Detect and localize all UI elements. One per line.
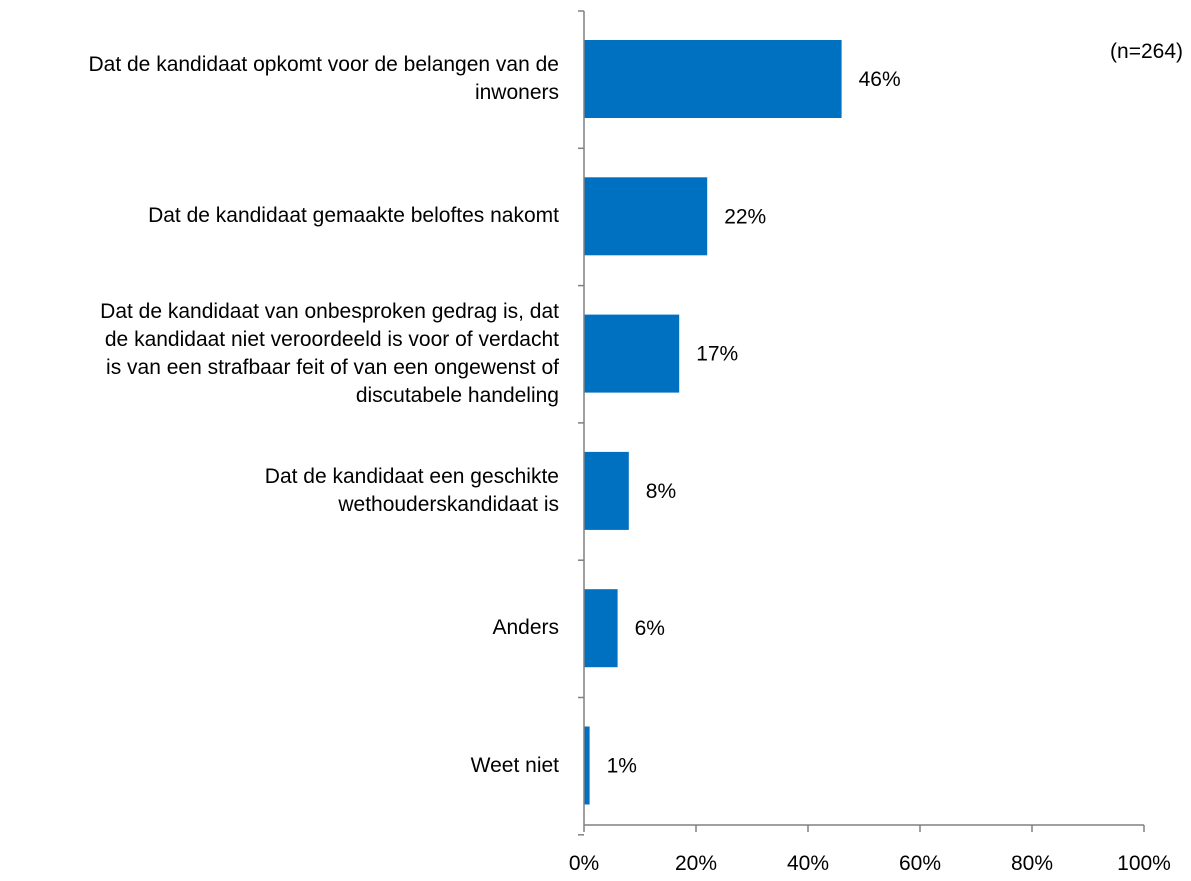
x-tick-label: 40% bbox=[787, 852, 829, 875]
category-label: Dat de kandidaat opkomt voor de belangen… bbox=[0, 51, 559, 107]
x-tick-labels: 0% 20% 40% 60% 80% 100% bbox=[569, 852, 1171, 875]
data-label: 46% bbox=[859, 68, 901, 91]
sample-size-note: (n=264) bbox=[1110, 40, 1183, 63]
category-label-line: is van een strafbaar feit of van een ong… bbox=[106, 355, 559, 379]
x-tick-label: 80% bbox=[1011, 852, 1053, 875]
x-tick-label: 60% bbox=[899, 852, 941, 875]
category-label-line: Dat de kandidaat van onbesproken gedrag … bbox=[100, 299, 559, 323]
category-label-line: Anders bbox=[492, 616, 559, 640]
category-label: Dat de kandidaat gemaakte beloftes nakom… bbox=[0, 202, 559, 230]
bar bbox=[584, 726, 590, 805]
bar bbox=[584, 177, 708, 256]
x-tick-label: 100% bbox=[1117, 852, 1171, 875]
x-tick-label: 20% bbox=[675, 852, 717, 875]
bars bbox=[584, 40, 842, 805]
bar bbox=[584, 40, 842, 118]
bar bbox=[584, 589, 618, 668]
category-label-line: Weet niet bbox=[470, 753, 559, 777]
data-label: 6% bbox=[635, 617, 665, 640]
category-label-line: Dat de kandidaat opkomt voor de belangen… bbox=[88, 53, 559, 76]
data-labels: 46% 22% 17% 8% 6% 1% bbox=[607, 68, 901, 778]
category-label-line: wethouderskandidaat is bbox=[338, 492, 559, 516]
category-label: Dat de kandidaat een geschikte wethouders… bbox=[0, 463, 559, 519]
bar bbox=[584, 451, 629, 530]
data-label: 8% bbox=[646, 480, 676, 503]
data-label: 22% bbox=[724, 205, 766, 228]
data-label: 17% bbox=[696, 343, 738, 366]
category-label-line: Dat de kandidaat een geschikte bbox=[264, 464, 559, 488]
axes bbox=[578, 10, 1145, 836]
data-label: 1% bbox=[607, 755, 637, 778]
x-tick-label: 0% bbox=[569, 852, 599, 875]
category-label-line: de kandidaat niet veroordeeld is voor of… bbox=[104, 327, 559, 351]
category-label: Dat de kandidaat van onbesproken gedrag … bbox=[0, 298, 559, 410]
category-label-line: inwoners bbox=[474, 81, 559, 104]
bar bbox=[584, 314, 680, 393]
category-label: Anders bbox=[0, 614, 559, 642]
category-label: Weet niet bbox=[0, 752, 559, 780]
category-label-line: discutabele handeling bbox=[355, 383, 559, 407]
category-label-line: Dat de kandidaat gemaakte beloftes nakom… bbox=[148, 204, 559, 228]
